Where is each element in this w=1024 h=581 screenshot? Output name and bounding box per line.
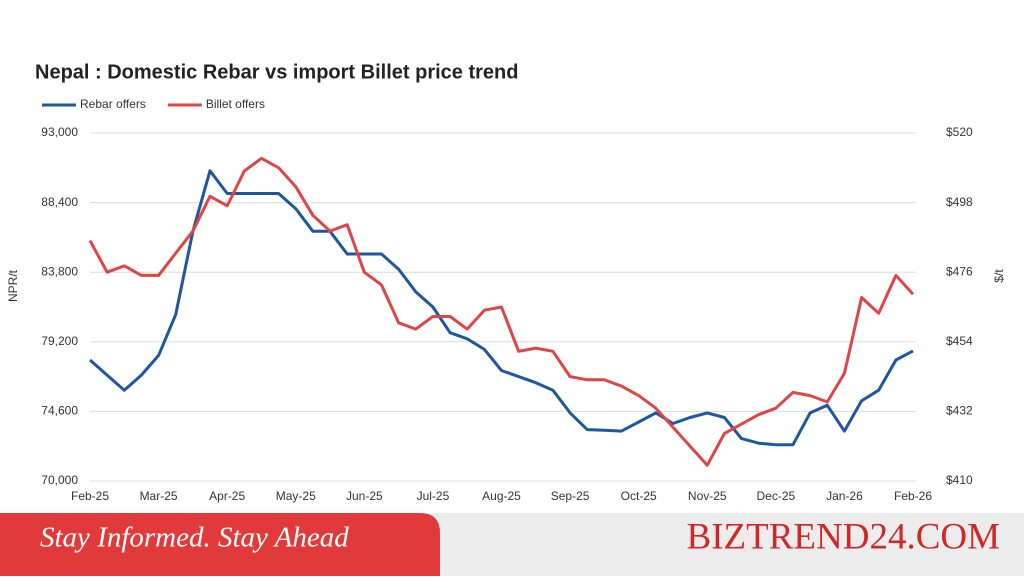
- x-tick-label: Oct-25: [621, 489, 657, 503]
- y-tick-label: 93,000: [41, 125, 78, 139]
- x-tick-label: Apr-25: [209, 489, 245, 503]
- y-tick-label: 88,400: [41, 195, 78, 209]
- legend-label: Rebar offers: [80, 97, 146, 111]
- y-axis-label: NPR/t: [6, 269, 20, 302]
- series-line: [88, 156, 915, 467]
- x-tick-label: Feb-25: [71, 489, 109, 503]
- y-tick-label: 70,000: [41, 473, 78, 487]
- y2-tick-label: $454: [946, 334, 973, 348]
- tagline-band: [0, 513, 440, 576]
- x-tick-label: Sep-25: [551, 489, 590, 503]
- x-tick-label: Mar-25: [140, 489, 178, 503]
- y2-tick-label: $498: [946, 195, 973, 209]
- x-tick-label: Aug-25: [482, 489, 521, 503]
- y-tick-label: 83,800: [41, 264, 78, 278]
- y-tick-label: 79,200: [41, 334, 78, 348]
- tagline: Stay Informed. Stay Ahead: [40, 522, 349, 554]
- legend-label: Billet offers: [206, 97, 265, 111]
- y-tick-label: 74,600: [41, 404, 78, 418]
- y2-axis-label: $/t: [992, 269, 1006, 283]
- y2-tick-label: $410: [946, 473, 973, 487]
- x-tick-label: Nov-25: [688, 489, 727, 503]
- y2-tick-label: $432: [946, 404, 973, 418]
- x-tick-label: Dec-25: [756, 489, 795, 503]
- x-tick-label: Jun-25: [346, 489, 383, 503]
- x-tick-label: Jul-25: [417, 489, 450, 503]
- chart-title: Nepal : Domestic Rebar vs import Billet …: [35, 61, 518, 83]
- series-line: [89, 169, 914, 447]
- brand: BIZTREND24.COM: [687, 516, 1000, 557]
- x-tick-label: May-25: [276, 489, 316, 503]
- y2-tick-label: $520: [946, 125, 973, 139]
- y2-tick-label: $476: [946, 264, 973, 278]
- x-tick-label: Jan-26: [826, 489, 863, 503]
- x-tick-label: Feb-26: [894, 489, 932, 503]
